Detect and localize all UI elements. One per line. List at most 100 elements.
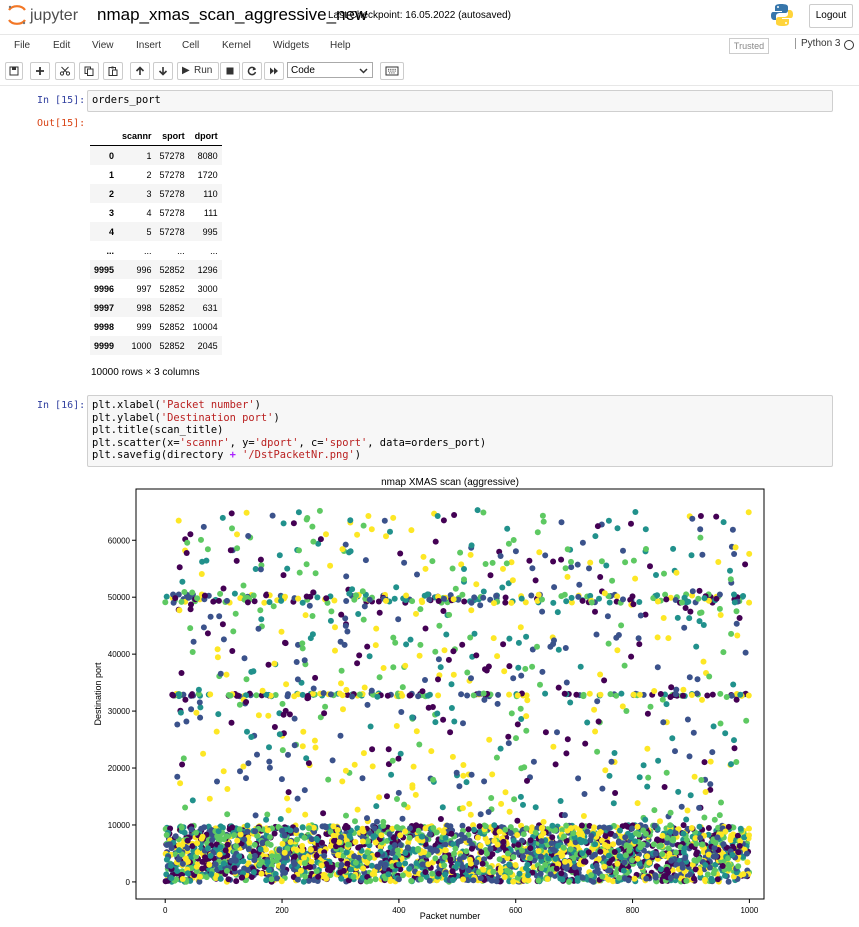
scatter-point bbox=[547, 871, 554, 878]
scatter-point bbox=[663, 596, 670, 603]
scatter-point bbox=[168, 862, 174, 869]
scatter-point bbox=[364, 701, 371, 708]
menu-edit[interactable]: Edit bbox=[53, 40, 71, 51]
menu-help[interactable]: Help bbox=[330, 40, 351, 51]
scatter-point bbox=[184, 870, 191, 877]
scatter-point bbox=[667, 822, 674, 829]
scatter-point bbox=[374, 863, 381, 870]
scatter-point bbox=[696, 823, 703, 830]
cut-button[interactable] bbox=[55, 62, 75, 80]
scatter-point bbox=[591, 706, 598, 713]
scatter-point bbox=[304, 515, 311, 521]
scatter-point bbox=[693, 643, 700, 650]
scatter-point bbox=[406, 865, 413, 872]
scatter-point bbox=[299, 599, 306, 606]
run-button[interactable]: ▶︎ Run bbox=[177, 62, 219, 80]
df-index: ... bbox=[106, 245, 115, 256]
command-palette-button[interactable] bbox=[380, 62, 404, 80]
cell-type-select[interactable]: Code bbox=[287, 62, 373, 78]
scatter-point bbox=[745, 692, 752, 699]
scatter-point bbox=[427, 845, 434, 852]
scatter-point bbox=[547, 643, 554, 650]
notebook-name[interactable]: nmap_xmas_scan_aggressive_new bbox=[97, 5, 368, 24]
scatter-point bbox=[258, 870, 265, 877]
scatter-point bbox=[505, 580, 512, 587]
df-cell: 52852 bbox=[159, 283, 185, 294]
scatter-point bbox=[373, 803, 380, 810]
paste-icon bbox=[108, 66, 118, 76]
scatter-point bbox=[276, 731, 283, 738]
scatter-point bbox=[494, 700, 501, 707]
scatter-point bbox=[528, 592, 535, 599]
menu-widgets[interactable]: Widgets bbox=[273, 40, 310, 51]
save-button[interactable] bbox=[5, 62, 23, 80]
scatter-point bbox=[464, 692, 471, 699]
scatter-point bbox=[728, 761, 734, 768]
paste-button[interactable] bbox=[103, 62, 123, 80]
scatter-point bbox=[705, 597, 712, 604]
scatter-point bbox=[449, 868, 456, 875]
scatter-point bbox=[713, 595, 720, 602]
scatter-point bbox=[337, 869, 344, 876]
scatter-point bbox=[435, 692, 442, 699]
scatter-point bbox=[520, 801, 526, 808]
scatter-point bbox=[746, 825, 752, 832]
scatter-point bbox=[717, 690, 724, 697]
scatter-point bbox=[608, 758, 615, 765]
scatter-point bbox=[720, 519, 727, 526]
restart-run-all-button[interactable] bbox=[264, 62, 284, 80]
scatter-point bbox=[622, 559, 629, 566]
scatter-point bbox=[430, 825, 437, 831]
scatter-point bbox=[373, 625, 380, 632]
scatter-point bbox=[620, 596, 626, 603]
scatter-point bbox=[659, 696, 666, 703]
scatter-point bbox=[305, 760, 312, 767]
scatter-point bbox=[534, 643, 540, 650]
move-down-button[interactable] bbox=[153, 62, 173, 80]
menu-cell[interactable]: Cell bbox=[182, 40, 200, 51]
scatter-point bbox=[359, 838, 366, 845]
scatter-point bbox=[215, 597, 222, 604]
scatter-point bbox=[214, 833, 221, 839]
menu-file[interactable]: File bbox=[14, 40, 31, 51]
menu-kernel[interactable]: Kernel bbox=[222, 40, 251, 51]
scatter-point bbox=[670, 835, 677, 842]
scatter-point bbox=[564, 546, 571, 553]
df-cell: 1720 bbox=[197, 169, 218, 180]
interrupt-button[interactable] bbox=[220, 62, 240, 80]
df-cell: 995 bbox=[202, 226, 218, 237]
scatter-point bbox=[592, 841, 599, 848]
scatter-point bbox=[180, 755, 187, 762]
scatter-point bbox=[338, 861, 345, 868]
scatter-point bbox=[261, 599, 268, 606]
scatter-point bbox=[282, 869, 289, 876]
restart-button[interactable] bbox=[242, 62, 262, 80]
scatter-point bbox=[206, 795, 213, 802]
scatter-point bbox=[356, 691, 363, 698]
scatter-point bbox=[333, 843, 339, 850]
cell-16-code-editor[interactable]: plt.xlabel('Packet number') plt.ylabel('D… bbox=[87, 395, 833, 467]
scatter-point bbox=[501, 668, 508, 675]
cell-16-in-prompt: In [16]: bbox=[37, 400, 86, 411]
move-up-button[interactable] bbox=[130, 62, 150, 80]
insert-cell-button[interactable] bbox=[30, 62, 50, 80]
trusted-indicator[interactable]: Trusted bbox=[729, 38, 769, 54]
scatter-point bbox=[681, 624, 688, 631]
scatter-point bbox=[276, 847, 283, 854]
scatter-point bbox=[700, 658, 707, 665]
scatter-point bbox=[351, 853, 358, 860]
scatter-point bbox=[457, 838, 464, 844]
scatter-point bbox=[601, 677, 608, 684]
scatter-point bbox=[545, 855, 552, 862]
jupyter-logo[interactable]: jupyter bbox=[6, 4, 92, 31]
menu-view[interactable]: View bbox=[92, 40, 114, 51]
scatter-point bbox=[434, 710, 441, 717]
scatter-point bbox=[468, 845, 475, 852]
df-cell: 997 bbox=[136, 283, 152, 294]
cell-15-code-editor[interactable]: orders_port bbox=[87, 90, 833, 112]
scatter-point bbox=[465, 826, 472, 833]
copy-button[interactable] bbox=[79, 62, 99, 80]
menu-insert[interactable]: Insert bbox=[136, 40, 162, 51]
stop-icon bbox=[226, 67, 234, 75]
logout-button[interactable]: Logout bbox=[809, 4, 853, 28]
